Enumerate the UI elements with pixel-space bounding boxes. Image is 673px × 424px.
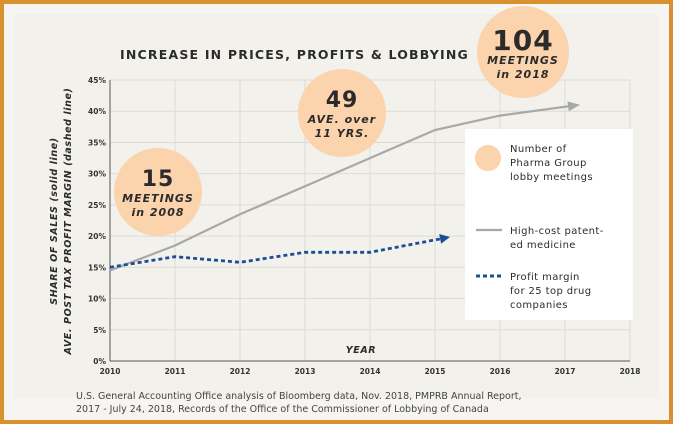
legend-label: Pharma Group <box>510 158 587 169</box>
legend: Number of Pharma Group lobby meetings High-… <box>465 129 633 320</box>
x-tick-label: 2017 <box>555 367 576 376</box>
y-tick-label: 35% <box>88 138 106 147</box>
y-tick-label: 20% <box>88 232 106 241</box>
source-line-2: 2017 - July 24, 2018, Records of the Off… <box>76 404 489 415</box>
legend-label: ed medicine <box>510 240 576 251</box>
source-line-1: U.S. General Accounting Office analysis … <box>76 391 522 402</box>
x-tick-label: 2018 <box>620 367 641 376</box>
y-tick-label: 45% <box>88 76 106 85</box>
y-tick-label: 30% <box>88 170 106 179</box>
axis-ticks: 0% 5% 10% 15% 20% 25% 30% 35% 40% 45% 2010 2011 2012… <box>88 76 640 376</box>
profit-margin-arrowhead <box>439 233 450 244</box>
bubble-line-1: AVE. over <box>307 113 376 126</box>
x-tick-label: 2012 <box>230 367 251 376</box>
annotation-bubble <box>298 69 386 157</box>
bubble-number: 15 <box>142 167 175 192</box>
x-axis-label: YEAR <box>346 345 376 356</box>
x-tick-label: 2014 <box>360 367 381 376</box>
x-tick-label: 2016 <box>490 367 511 376</box>
y-tick-label: 15% <box>88 263 106 272</box>
y-tick-label: 40% <box>88 107 106 116</box>
bubble-line-2: 11 YRS. <box>315 127 370 140</box>
y-tick-label: 25% <box>88 201 106 210</box>
y-axis-label-line1: SHARE OF SALES (solid line) <box>49 137 60 304</box>
annotation-bubble <box>114 148 202 236</box>
bubble-line-2: in 2008 <box>131 206 184 219</box>
legend-label: companies <box>510 300 568 311</box>
axis-labels: YEAR SHARE OF SALES (solid line) AVE. PO… <box>49 88 376 356</box>
bubble-number: 49 <box>326 88 359 113</box>
y-tick-label: 0% <box>93 357 106 366</box>
legend-label: lobby meetings <box>510 172 593 183</box>
legend-bubble-swatch <box>475 145 501 171</box>
bubble-number: 104 <box>492 24 553 57</box>
legend-label: Number of <box>510 144 567 155</box>
patented-medicine-line <box>109 103 579 272</box>
y-tick-label: 5% <box>93 326 106 335</box>
bubble-line-1: MEETINGS <box>487 54 559 67</box>
x-tick-label: 2013 <box>295 367 316 376</box>
profit-margin-line <box>109 236 449 269</box>
legend-label: for 25 top drug <box>510 286 592 297</box>
annotation-bubble <box>477 6 569 98</box>
chart-title: INCREASE IN PRICES, PROFITS & LOBBYING <box>120 47 469 62</box>
x-tick-label: 2010 <box>100 367 121 376</box>
legend-label: High-cost patent- <box>510 226 604 237</box>
series-group <box>109 101 580 272</box>
patented-medicine-arrowhead <box>567 101 580 112</box>
y-tick-label: 10% <box>88 295 106 304</box>
y-axis-label-line2: AVE. POST TAX PROFIT MARGIN (dashed line… <box>63 88 74 356</box>
x-tick-label: 2011 <box>165 367 186 376</box>
legend-label: Profit margin <box>510 272 580 283</box>
x-tick-label: 2015 <box>425 367 446 376</box>
bubble-line-1: MEETINGS <box>122 192 194 205</box>
bubble-line-2: in 2018 <box>496 68 549 81</box>
